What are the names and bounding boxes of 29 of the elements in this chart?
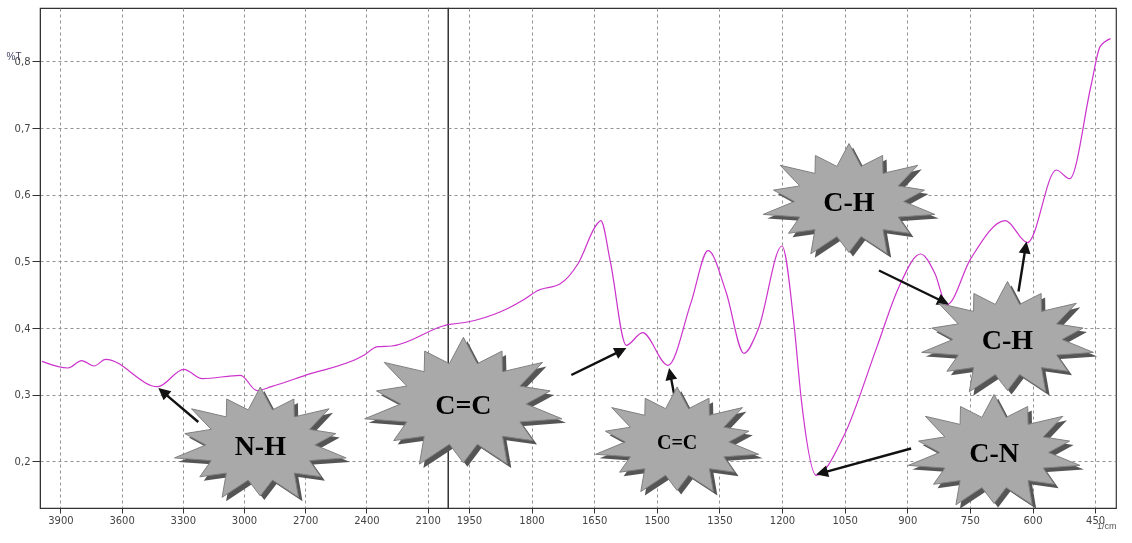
y-tick-label: 0,4 bbox=[14, 322, 31, 334]
x-tick-label: 3900 bbox=[48, 514, 74, 526]
y-tick-label: 0,7 bbox=[14, 122, 31, 134]
x-tick-label: 3000 bbox=[231, 514, 258, 526]
y-tick-label: 0,3 bbox=[14, 389, 31, 401]
x-tick-label: 2700 bbox=[292, 514, 319, 526]
annotation: C-H bbox=[823, 186, 875, 217]
x-tick-label: 3300 bbox=[170, 514, 197, 526]
annotation: C=C bbox=[435, 388, 492, 420]
y-tick-label: 0,2 bbox=[14, 455, 31, 467]
x-tick-label: 900 bbox=[898, 514, 918, 526]
x-tick-label: 1950 bbox=[456, 514, 483, 526]
x-tick-label: 2100 bbox=[415, 514, 441, 526]
y-tick-label: 0,5 bbox=[14, 255, 31, 267]
x-tick-label: 1500 bbox=[644, 514, 670, 526]
annotation: C=C bbox=[656, 431, 698, 453]
annotation: C-H bbox=[981, 324, 1034, 355]
x-tick-label: 1050 bbox=[832, 514, 858, 526]
x-tick-label: 2400 bbox=[354, 514, 380, 526]
annotation: C-N bbox=[969, 437, 1019, 468]
x-tick-label: 1200 bbox=[769, 514, 796, 526]
y-tick-label: 0,6 bbox=[14, 189, 31, 201]
x-tick-label: 1650 bbox=[581, 514, 608, 526]
annotation: N-H bbox=[234, 429, 287, 461]
x-tick-label: 600 bbox=[1023, 514, 1043, 526]
x-tick-label: 1350 bbox=[707, 514, 733, 526]
x-tick-label: 1800 bbox=[519, 514, 545, 526]
x-tick-label: 750 bbox=[960, 514, 980, 526]
x-tick-label: 3600 bbox=[109, 514, 135, 526]
